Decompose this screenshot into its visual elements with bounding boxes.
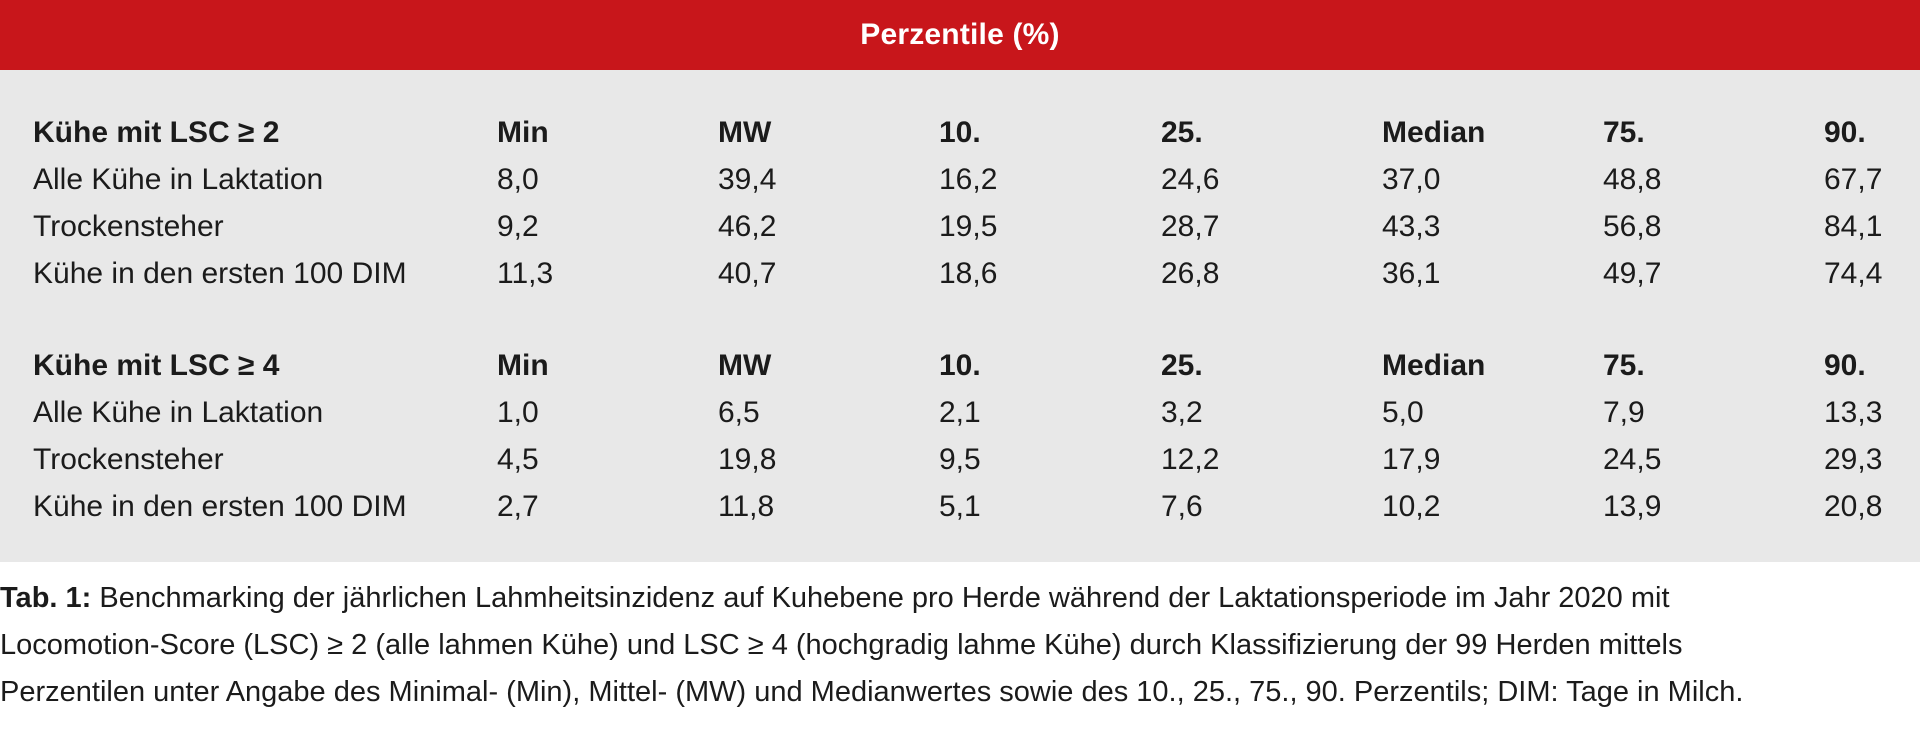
cell-min: 4,5 [497,443,539,476]
cell-p90: 67,7 [1824,163,1883,196]
cell-mw: 39,4 [718,163,777,196]
table-row: Kühe in den ersten 100 DIM 2,7 11,8 5,1 … [0,483,1920,530]
column-header-median: Median [1382,349,1486,382]
table-row: Trockensteher 9,2 46,2 19,5 28,7 43,3 56… [0,203,1920,250]
cell-median: 17,9 [1382,443,1441,476]
table-header-bar: Perzentile (%) [0,0,1920,70]
cell-mw: 46,2 [718,210,777,243]
cell-median: 37,0 [1382,163,1441,196]
cell-p90: 84,1 [1824,210,1883,243]
cell-p75: 7,9 [1603,396,1645,429]
cell-p75: 48,8 [1603,163,1662,196]
column-header-mw: MW [718,116,772,149]
benchmark-table: Kühe mit LSC ≥ 2 Min MW 10. 25. Median 7… [0,70,1920,562]
caption-text-1: Benchmarking der jährlichen Lahmheitsinz… [91,582,1670,614]
column-header-p90: 90. [1824,116,1866,149]
section-2-title: Kühe mit LSC ≥ 4 [33,349,280,382]
cell-p90: 29,3 [1824,443,1883,476]
caption-line-1: Tab. 1: Benchmarking der jährlichen Lahm… [0,575,1920,622]
cell-p10: 5,1 [939,490,981,523]
column-header-p10: 10. [939,349,981,382]
column-header-p90: 90. [1824,349,1866,382]
cell-p75: 13,9 [1603,490,1662,523]
cell-mw: 6,5 [718,396,760,429]
cell-p90: 20,8 [1824,490,1883,523]
column-header-min: Min [497,116,549,149]
cell-mw: 19,8 [718,443,777,476]
cell-p75: 24,5 [1603,443,1662,476]
cell-min: 8,0 [497,163,539,196]
cell-p10: 2,1 [939,396,981,429]
caption-text-3: Perzentilen unter Angabe des Minimal- (M… [0,676,1744,708]
column-header-p25: 25. [1161,116,1203,149]
cell-p90: 13,3 [1824,396,1883,429]
cell-median: 10,2 [1382,490,1441,523]
cell-p25: 24,6 [1161,163,1220,196]
cell-median: 43,3 [1382,210,1441,243]
cell-min: 11,3 [497,257,554,290]
cell-p10: 9,5 [939,443,981,476]
table-row: Trockensteher 4,5 19,8 9,5 12,2 17,9 24,… [0,436,1920,483]
cell-p10: 16,2 [939,163,998,196]
cell-p10: 19,5 [939,210,998,243]
cell-p25: 28,7 [1161,210,1220,243]
caption-text-2: Locomotion-Score (LSC) ≥ 2 (alle lahmen … [0,629,1683,661]
cell-min: 2,7 [497,490,539,523]
cell-p75: 56,8 [1603,210,1662,243]
cell-p25: 12,2 [1161,443,1220,476]
cell-mw: 40,7 [718,257,777,290]
cell-mw: 11,8 [718,490,775,523]
cell-p75: 49,7 [1603,257,1662,290]
cell-p10: 18,6 [939,257,998,290]
row-label: Kühe in den ersten 100 DIM [33,257,407,290]
section-1-header-row: Kühe mit LSC ≥ 2 Min MW 10. 25. Median 7… [0,109,1920,156]
cell-median: 36,1 [1382,257,1441,290]
column-header-p10: 10. [939,116,981,149]
column-header-mw: MW [718,349,772,382]
section-1-title: Kühe mit LSC ≥ 2 [33,116,280,149]
cell-min: 1,0 [497,396,539,429]
row-label: Trockensteher [33,210,224,243]
table-row: Kühe in den ersten 100 DIM 11,3 40,7 18,… [0,250,1920,297]
column-header-p75: 75. [1603,116,1645,149]
row-label: Kühe in den ersten 100 DIM [33,490,407,523]
table-caption: Tab. 1: Benchmarking der jährlichen Lahm… [0,575,1920,716]
cell-min: 9,2 [497,210,539,243]
cell-p25: 3,2 [1161,396,1203,429]
caption-label: Tab. 1: [0,582,92,614]
column-header-min: Min [497,349,549,382]
section-2-header-row: Kühe mit LSC ≥ 4 Min MW 10. 25. Median 7… [0,342,1920,389]
column-header-p25: 25. [1161,349,1203,382]
column-header-p75: 75. [1603,349,1645,382]
column-header-median: Median [1382,116,1486,149]
table-header-title: Perzentile (%) [860,18,1060,51]
row-label: Alle Kühe in Laktation [33,396,324,429]
table-row: Alle Kühe in Laktation 1,0 6,5 2,1 3,2 5… [0,389,1920,436]
cell-p90: 74,4 [1824,257,1883,290]
cell-median: 5,0 [1382,396,1424,429]
cell-p25: 7,6 [1161,490,1203,523]
row-label: Trockensteher [33,443,224,476]
cell-p25: 26,8 [1161,257,1220,290]
row-label: Alle Kühe in Laktation [33,163,324,196]
table-row: Alle Kühe in Laktation 8,0 39,4 16,2 24,… [0,156,1920,203]
